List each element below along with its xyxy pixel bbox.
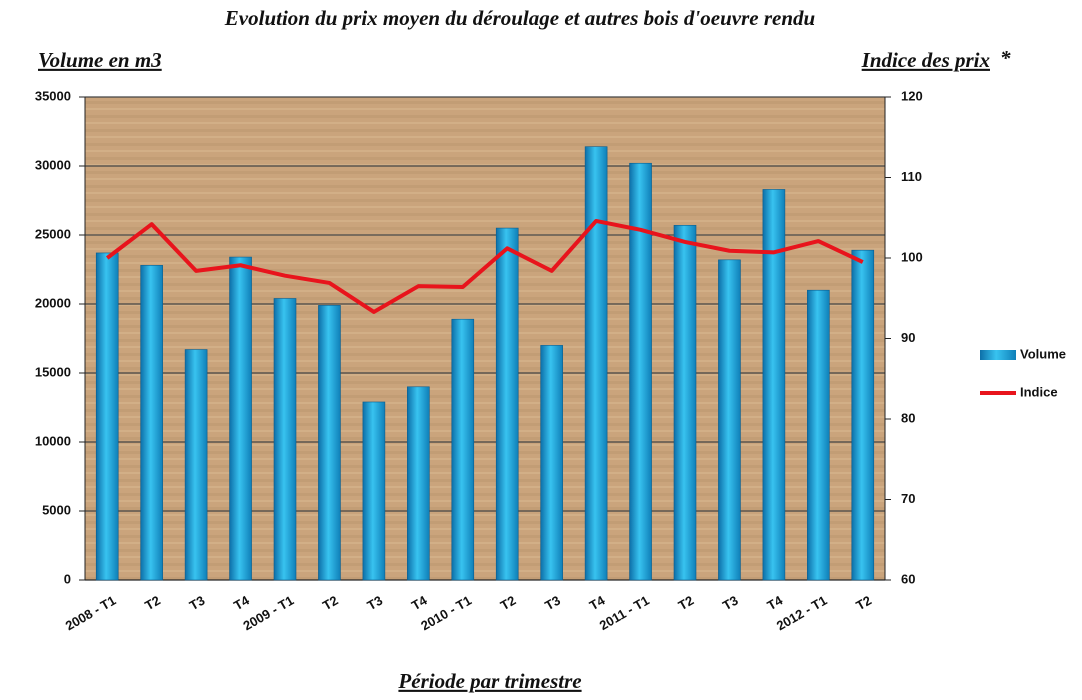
y2-tick-label: 80 [901, 410, 915, 425]
x-tick-label: T2 [498, 593, 519, 614]
bar [851, 249, 875, 581]
y2-tick-label: 70 [901, 491, 915, 506]
x-tick-label: T3 [720, 593, 741, 614]
y2-tick-label: 90 [901, 330, 915, 345]
legend-swatch [980, 350, 1016, 360]
y-tick-label: 35000 [35, 88, 71, 103]
y-tick-label: 10000 [35, 433, 71, 448]
bar [407, 386, 430, 581]
y2-tick-label: 120 [901, 88, 923, 103]
y-tick-label: 25000 [35, 226, 71, 241]
bar [807, 289, 830, 581]
x-tick-label: 2012 - T1 [774, 593, 830, 634]
x-tick-label: T4 [409, 592, 430, 613]
y2-axis-note: * [1000, 46, 1011, 70]
bar [495, 227, 519, 581]
bar [95, 252, 119, 581]
y2-axis-label: Indice des prix [861, 48, 990, 72]
x-tick-label: T2 [142, 593, 163, 614]
x-tick-label: T3 [364, 593, 385, 614]
bar [540, 345, 563, 581]
x-tick-label: 2011 - T1 [597, 593, 652, 633]
x-tick-label: T4 [231, 592, 252, 613]
chart-title: Evolution du prix moyen du déroulage et … [224, 6, 815, 30]
y2-tick-label: 110 [901, 169, 922, 184]
x-tick-label: 2008 - T1 [63, 593, 119, 634]
x-tick-label: T4 [587, 592, 608, 613]
bar [362, 401, 386, 581]
y-axis-label: Volume en m3 [38, 48, 162, 72]
x-tick-label: 2009 - T1 [241, 593, 297, 634]
y-tick-label: 5000 [42, 502, 71, 517]
bar [451, 318, 475, 581]
bar [273, 298, 297, 581]
y2-tick-label: 100 [901, 249, 923, 264]
x-tick-label: T3 [542, 593, 563, 614]
y-tick-label: 0 [64, 571, 71, 586]
bar [140, 265, 163, 581]
x-tick-label: T2 [676, 593, 697, 614]
y2-tick-label: 60 [901, 571, 915, 586]
plot-background [85, 97, 885, 580]
bar [762, 189, 786, 581]
x-tick-label: T2 [320, 593, 341, 614]
x-tick-label: T3 [187, 593, 208, 614]
bar [673, 225, 697, 581]
bar [318, 305, 341, 581]
y-tick-label: 30000 [35, 157, 71, 172]
legend-label: Indice [1020, 384, 1058, 399]
line [106, 218, 864, 314]
bar [718, 259, 741, 581]
y-tick-label: 20000 [35, 295, 71, 310]
bar [584, 146, 608, 581]
bar [229, 256, 252, 581]
bar [184, 349, 208, 581]
x-tick-label: T2 [853, 593, 874, 614]
x-tick-label: 2010 - T1 [418, 593, 474, 634]
y-tick-label: 15000 [35, 364, 71, 379]
bar [629, 162, 652, 581]
x-tick-label: T4 [764, 592, 785, 613]
x-axis-label: Période par trimestre [397, 669, 581, 693]
legend-label: Volume [1020, 346, 1066, 361]
